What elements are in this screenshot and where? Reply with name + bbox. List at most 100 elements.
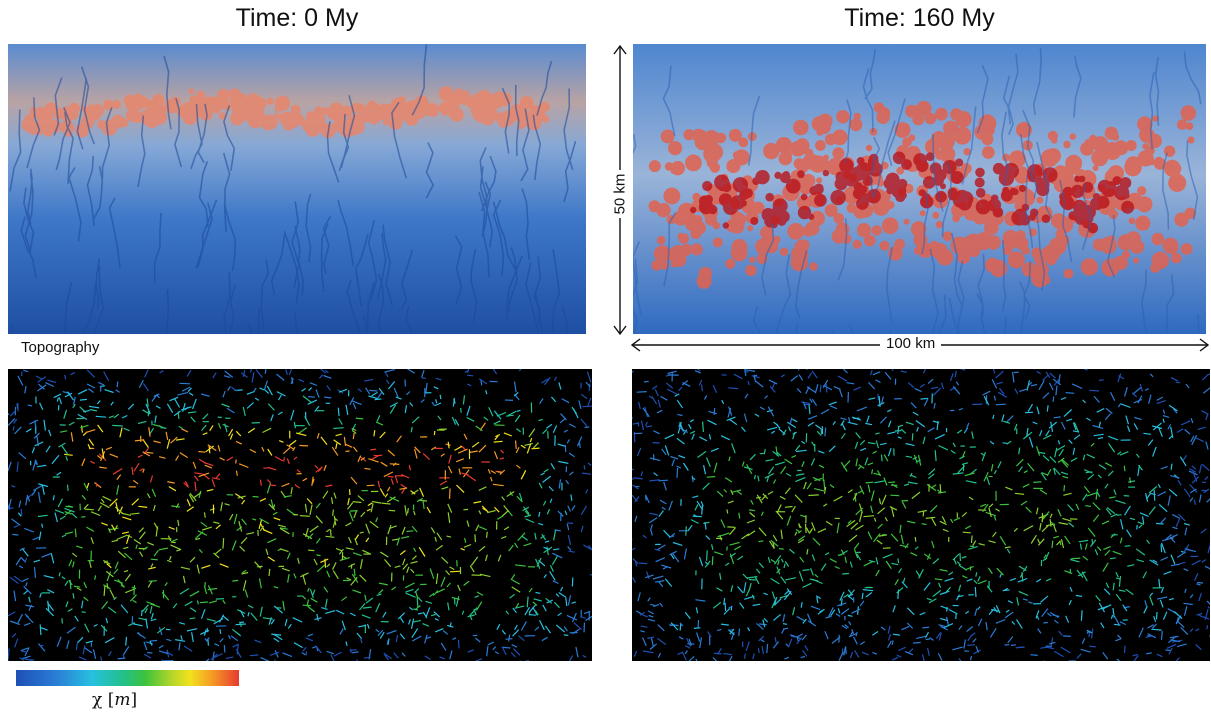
chi-channel-segment bbox=[687, 524, 693, 531]
valley-channel bbox=[869, 136, 881, 199]
chi-channel-segment bbox=[948, 571, 954, 576]
chi-channel-segment bbox=[421, 369, 425, 378]
chi-channel-segment bbox=[553, 601, 560, 609]
chi-channel-segment bbox=[132, 479, 139, 485]
chi-channel-segment bbox=[1050, 637, 1054, 648]
chi-channel-segment bbox=[58, 442, 66, 448]
chi-channel-segment bbox=[268, 466, 277, 471]
chi-channel-segment bbox=[904, 543, 909, 549]
chi-channel-segment bbox=[485, 554, 488, 562]
chi-channel-segment bbox=[809, 567, 814, 576]
chi-channel-segment bbox=[982, 503, 989, 513]
chi-channel-segment bbox=[780, 466, 787, 475]
chi-channel-segment bbox=[1022, 431, 1033, 440]
chi-channel-segment bbox=[634, 496, 640, 503]
chi-channel-segment bbox=[1180, 626, 1189, 636]
ridge-blob bbox=[733, 149, 750, 166]
chi-channel-segment bbox=[294, 484, 301, 489]
chi-channel-segment bbox=[71, 512, 78, 519]
chi-channel-segment bbox=[497, 515, 504, 520]
chi-channel-segment bbox=[134, 439, 145, 442]
valley-channel bbox=[1032, 47, 1042, 115]
chi-channel-segment bbox=[705, 535, 711, 541]
chi-channel-segment bbox=[345, 450, 350, 453]
chi-channel-segment bbox=[567, 505, 572, 512]
chi-channel-segment bbox=[415, 591, 419, 599]
valley-channel bbox=[663, 212, 677, 287]
chi-channel-segment bbox=[741, 533, 750, 540]
ridge-blob bbox=[1147, 133, 1162, 149]
chi-channel-segment bbox=[1018, 466, 1023, 473]
chi-channel-segment bbox=[703, 464, 707, 475]
chi-channel-segment bbox=[839, 389, 843, 398]
chi-channel-segment bbox=[724, 477, 733, 483]
ridge-blob bbox=[1124, 158, 1142, 177]
chi-channel-segment bbox=[920, 397, 929, 400]
valley-channel bbox=[1154, 57, 1160, 126]
chi-channel-segment bbox=[460, 407, 462, 413]
chi-channel-segment bbox=[812, 476, 821, 482]
chi-channel-segment bbox=[518, 492, 523, 501]
chi-channel-segment bbox=[1009, 577, 1017, 582]
chi-channel-segment bbox=[572, 408, 579, 419]
chi-channel-segment bbox=[648, 517, 658, 524]
chi-channel-segment bbox=[794, 444, 801, 452]
chi-channel-segment bbox=[882, 547, 891, 549]
chi-channel-segment bbox=[723, 597, 726, 605]
chi-channel-segment bbox=[778, 428, 786, 436]
valley-channel bbox=[223, 105, 236, 171]
chi-channel-segment bbox=[728, 456, 731, 462]
chi-channel-segment bbox=[467, 649, 474, 653]
ridge-blob bbox=[779, 247, 789, 256]
chi-channel-segment bbox=[234, 493, 244, 500]
chi-channel-segment bbox=[337, 407, 340, 417]
valley-channel bbox=[346, 279, 362, 334]
chi-channel-segment bbox=[226, 456, 234, 462]
chi-channel-segment bbox=[724, 562, 730, 567]
chi-channel-segment bbox=[805, 386, 810, 395]
chi-channel-segment bbox=[558, 382, 562, 390]
chi-channel-segment bbox=[1093, 433, 1104, 437]
chi-channel-segment bbox=[1105, 407, 1113, 414]
chi-channel-segment bbox=[1013, 423, 1018, 431]
chi-channel-segment bbox=[998, 387, 1005, 395]
chi-channel-segment bbox=[189, 492, 197, 502]
chi-channel-segment bbox=[1050, 521, 1056, 526]
chi-channel-segment bbox=[747, 380, 750, 386]
chi-channel-segment bbox=[215, 548, 222, 555]
chi-channel-segment bbox=[854, 649, 860, 658]
chi-channel-segment bbox=[182, 575, 186, 584]
chi-channel-segment bbox=[580, 525, 584, 533]
chi-channel-segment bbox=[716, 490, 724, 498]
chi-channel-segment bbox=[633, 650, 638, 657]
chi-channel-segment bbox=[862, 589, 874, 592]
chi-channel-segment bbox=[881, 396, 884, 404]
chi-channel-segment bbox=[439, 656, 446, 660]
chi-channel-segment bbox=[345, 547, 354, 551]
chi-channel-segment bbox=[1153, 616, 1157, 622]
chi-channel-segment bbox=[296, 469, 301, 473]
ridge-blob bbox=[487, 94, 499, 106]
valley-channel bbox=[64, 281, 73, 334]
chi-channel-segment bbox=[944, 577, 954, 582]
chi-channel-segment bbox=[441, 486, 449, 490]
chi-channel-segment bbox=[315, 515, 323, 524]
chi-channel-segment bbox=[1124, 387, 1128, 397]
chi-channel-segment bbox=[859, 641, 866, 646]
chi-channel-segment bbox=[40, 626, 48, 631]
chi-channel-segment bbox=[654, 389, 659, 397]
ridge-blob bbox=[1180, 105, 1197, 121]
valley-channel bbox=[481, 181, 492, 237]
chi-channel-segment bbox=[803, 481, 807, 490]
chi-channel-segment bbox=[310, 597, 318, 603]
chi-channel-segment bbox=[770, 430, 776, 434]
chi-channel-segment bbox=[70, 371, 76, 376]
chi-channel-segment bbox=[47, 602, 54, 611]
chi-channel-segment bbox=[151, 488, 157, 498]
chi-channel-segment bbox=[475, 658, 483, 661]
chi-channel-segment bbox=[952, 442, 956, 448]
chi-channel-segment bbox=[34, 441, 44, 447]
chi-channel-segment bbox=[632, 478, 634, 481]
chi-channel-segment bbox=[840, 432, 846, 440]
chi-channel-segment bbox=[940, 625, 948, 631]
